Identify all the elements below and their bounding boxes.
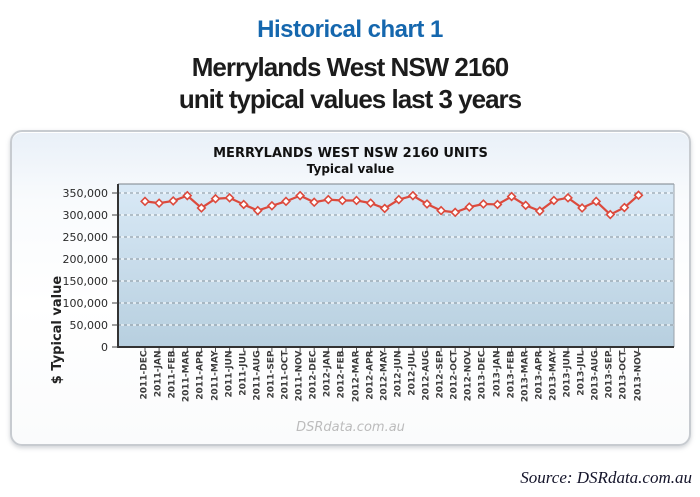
y-axis-tick-label: 250,000 bbox=[62, 230, 109, 244]
data-point-marker bbox=[393, 194, 404, 205]
y-axis-tick-label: 50,000 bbox=[69, 318, 109, 332]
x-axis-tick-label: 2012-JUL bbox=[407, 350, 418, 396]
plot-svg bbox=[112, 183, 675, 352]
data-point-marker bbox=[224, 192, 235, 203]
data-point-marker bbox=[534, 206, 545, 216]
data-point-marker bbox=[605, 209, 616, 220]
x-axis-tick-label: 2011-FEB bbox=[167, 350, 178, 399]
x-axis-tick-label: 2012-MAR bbox=[351, 350, 361, 403]
data-point-marker bbox=[492, 199, 503, 210]
x-axis-tick-label: 2011-NOV bbox=[294, 350, 305, 402]
data-point-marker bbox=[351, 195, 362, 206]
x-axis-tick-label: 2013-JAN bbox=[492, 350, 502, 398]
x-axis-tick-label: 2011-JAN bbox=[153, 350, 164, 398]
x-axis-tick-label: 2012-AUG bbox=[421, 350, 432, 401]
x-axis-tick-label: 2011-AUG bbox=[252, 350, 263, 401]
data-point-marker bbox=[591, 196, 602, 207]
data-point-marker bbox=[295, 190, 306, 201]
data-point-marker bbox=[210, 193, 221, 204]
data-point-marker bbox=[309, 197, 320, 208]
x-axis-tick-label: 2011-OCT bbox=[280, 350, 291, 400]
x-axis-tick-label: 2013-JUL bbox=[576, 350, 587, 396]
data-point-marker bbox=[337, 195, 348, 206]
data-point-marker bbox=[422, 199, 432, 209]
x-axis-tick-label: 2011-JUL bbox=[238, 350, 249, 396]
data-point-marker bbox=[478, 199, 489, 209]
page-subtitle-line2: unit typical values last 3 years bbox=[178, 84, 522, 114]
data-point-marker bbox=[379, 203, 390, 214]
data-point-marker bbox=[633, 190, 644, 201]
x-axis-tick-label: 2012-DEC bbox=[308, 350, 319, 400]
data-point-marker bbox=[196, 203, 207, 213]
chart-subtitle: Typical value bbox=[306, 162, 395, 176]
y-axis-tick-label: 0 bbox=[101, 340, 108, 354]
data-point-marker bbox=[464, 202, 475, 213]
page-subtitle-line1: Merrylands West NSW 2160 bbox=[191, 52, 510, 82]
x-axis-tick-label: 2013-AUG bbox=[590, 350, 601, 401]
data-point-marker bbox=[252, 205, 263, 216]
data-point-marker bbox=[407, 190, 418, 201]
x-axis-tick-label: 2013-OCT bbox=[618, 350, 629, 400]
data-point-marker bbox=[520, 200, 531, 211]
x-axis-tick-label: 2011-DEC bbox=[139, 350, 150, 400]
x-axis-tick-label: 2012-FEB bbox=[336, 350, 347, 399]
watermark: DSRdata.com.au bbox=[296, 420, 405, 435]
data-point-marker bbox=[140, 196, 150, 207]
x-axis-tick-label: 2013-MAY bbox=[548, 350, 559, 401]
x-axis-tick-label: 2011-JUN bbox=[224, 350, 235, 398]
x-axis-tick-label: 2013-NOV bbox=[633, 350, 643, 402]
y-axis-tick-label: 350,000 bbox=[62, 186, 109, 200]
x-axis-tick-label: 2013-MAR bbox=[520, 350, 531, 403]
data-point-marker bbox=[266, 200, 277, 211]
x-axis-tick-label: 2012-JAN bbox=[322, 350, 333, 398]
data-point-marker bbox=[238, 199, 249, 210]
x-axis-tick-label: 2011-MAY bbox=[210, 350, 220, 401]
x-axis-tick-label: 2012-APR bbox=[365, 350, 376, 400]
x-axis-tick-label: 2013-DEC bbox=[477, 350, 488, 400]
x-axis-tick-label: 2011-SEP bbox=[266, 350, 277, 399]
data-point-marker bbox=[619, 202, 630, 213]
data-point-marker bbox=[168, 195, 179, 206]
x-axis-tick-label: 2011-APR bbox=[195, 350, 206, 400]
data-point-marker bbox=[182, 190, 193, 201]
y-axis-tick-label: 100,000 bbox=[62, 296, 109, 310]
data-point-marker bbox=[281, 196, 291, 207]
data-point-marker bbox=[548, 195, 559, 206]
data-point-marker bbox=[365, 198, 376, 209]
x-axis-tick-label: 2011-MAR bbox=[181, 350, 192, 403]
data-point-marker bbox=[154, 198, 165, 209]
source-credit: Source: DSRdata.com.au bbox=[520, 468, 692, 487]
x-axis-tick-label: 2013-FEB bbox=[506, 350, 517, 399]
x-axis-tick-label: 2013-JUN bbox=[562, 350, 573, 398]
data-point-marker bbox=[323, 194, 334, 205]
data-point-marker bbox=[506, 191, 517, 202]
x-axis-tick-label: 2012-MAY bbox=[379, 350, 390, 401]
data-point-marker bbox=[436, 205, 447, 216]
x-axis-tick-label: 2013-SEP bbox=[604, 350, 615, 399]
y-axis-tick-label: 200,000 bbox=[62, 252, 109, 266]
x-axis-tick-label: 2012-SEP bbox=[435, 350, 446, 399]
y-axis-tick-label: 300,000 bbox=[62, 208, 109, 222]
data-point-marker bbox=[563, 192, 573, 203]
chart-panel: MERRYLANDS WEST NSW 2160 UNITS Typical v… bbox=[10, 130, 691, 446]
x-axis-tick-label: 2012-JUN bbox=[393, 350, 404, 398]
y-axis-tick-label: 150,000 bbox=[62, 274, 109, 288]
x-axis-tick-label: 2012-OCT bbox=[449, 350, 460, 400]
data-point-marker bbox=[577, 203, 588, 213]
x-axis-tick-label: 2013-APR bbox=[534, 350, 545, 400]
page-title: Historical chart 1 bbox=[257, 16, 443, 43]
chart-title: MERRYLANDS WEST NSW 2160 UNITS bbox=[213, 146, 488, 161]
data-point-marker bbox=[450, 207, 461, 218]
x-axis-tick-label: 2012-NOV bbox=[463, 350, 474, 402]
